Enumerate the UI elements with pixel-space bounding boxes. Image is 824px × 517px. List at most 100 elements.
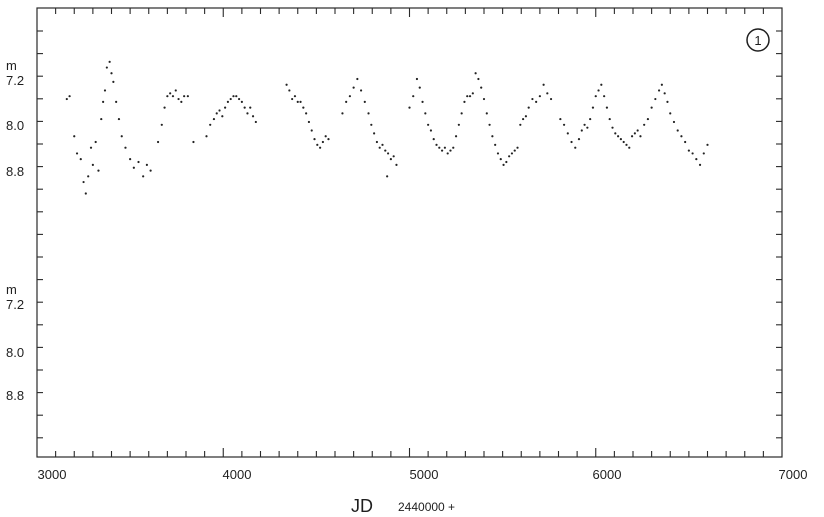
upper-data-point <box>163 106 166 109</box>
upper-data-point <box>639 135 642 138</box>
upper-data-point <box>160 123 163 126</box>
upper-data-point <box>370 123 373 126</box>
upper-data-point <box>421 100 424 103</box>
upper-data-point <box>611 126 614 129</box>
upper-data-point <box>474 72 477 75</box>
upper-data-point <box>494 143 497 146</box>
upper-data-point <box>408 106 411 109</box>
upper-data-point <box>505 160 508 164</box>
upper-data-point <box>137 160 140 164</box>
upper-data-point <box>209 123 212 126</box>
upper-data-point <box>415 77 419 81</box>
upper-data-point <box>589 117 592 121</box>
upper-data-point <box>510 152 514 155</box>
upper-data-point <box>619 138 622 141</box>
upper-data-point <box>446 152 449 155</box>
upper-y-unit: m <box>6 58 17 73</box>
upper-data-point <box>471 92 474 95</box>
lower-y-unit: m <box>6 282 17 297</box>
upper-data-point <box>625 143 628 146</box>
upper-data-point <box>110 72 113 75</box>
panel-badge-text: 1 <box>754 33 761 48</box>
upper-data-point <box>87 175 90 178</box>
upper-data-point <box>519 123 522 126</box>
upper-data-point <box>156 140 160 144</box>
upper-data-point <box>496 152 500 155</box>
upper-data-point <box>566 132 569 135</box>
upper-data-point <box>570 140 573 144</box>
upper-data-point <box>129 158 132 161</box>
upper-data-point <box>480 86 483 89</box>
upper-y-tick-label-2: 8.8 <box>6 164 24 179</box>
upper-data-point <box>307 120 311 124</box>
upper-data-point <box>321 140 324 144</box>
upper-data-point <box>508 155 511 158</box>
upper-data-point <box>145 163 148 166</box>
upper-data-point <box>630 135 634 138</box>
upper-data-point <box>293 95 297 98</box>
upper-data-point <box>531 97 534 101</box>
upper-data-point <box>89 146 93 149</box>
upper-data-point <box>240 100 243 103</box>
upper-data-point <box>522 117 525 121</box>
upper-data-point <box>356 77 359 81</box>
lower-y-tick-label-1: 8.0 <box>6 345 24 360</box>
upper-data-point <box>542 83 545 86</box>
upper-data-point <box>449 149 452 152</box>
upper-data-point <box>583 123 586 126</box>
upper-data-point <box>628 146 631 149</box>
upper-data-point <box>654 97 657 101</box>
upper-data-point <box>348 95 351 98</box>
upper-data-point <box>580 129 583 132</box>
upper-data-point <box>691 152 694 155</box>
bottom-axis-ticks <box>55 448 764 457</box>
upper-data-point <box>457 123 460 126</box>
upper-data-point <box>359 89 363 92</box>
upper-data-point <box>105 66 108 69</box>
upper-data-point <box>345 100 348 103</box>
upper-data-point <box>617 135 620 138</box>
upper-panel-y-labels: m 7.2 8.0 8.8 <box>6 58 24 179</box>
upper-data-point <box>117 117 121 121</box>
upper-data-point <box>102 100 105 103</box>
upper-data-point <box>698 163 702 166</box>
upper-data-point <box>108 60 111 63</box>
upper-data-point <box>288 89 291 92</box>
upper-data-point <box>608 117 611 121</box>
upper-data-point <box>215 112 218 115</box>
upper-data-point <box>432 138 435 141</box>
upper-data-point <box>218 109 221 112</box>
x-tick-label-7000: 7000 <box>779 467 808 482</box>
upper-data-point <box>666 100 669 103</box>
upper-data-point <box>527 106 530 109</box>
upper-data-point <box>687 149 690 152</box>
upper-data-point <box>513 149 516 152</box>
upper-data-point <box>546 92 549 95</box>
upper-data-point <box>183 95 186 98</box>
upper-data-point <box>524 115 528 118</box>
upper-data-point <box>549 97 553 101</box>
upper-data-point <box>702 152 705 155</box>
upper-data-point <box>177 97 180 101</box>
upper-data-point <box>232 95 235 98</box>
x-tick-label-4000: 4000 <box>223 467 252 482</box>
upper-data-point <box>676 129 679 132</box>
upper-data-point <box>562 123 566 126</box>
upper-data-point <box>559 117 562 121</box>
upper-data-point <box>84 192 87 195</box>
upper-data-point <box>166 95 169 98</box>
upper-data-point <box>443 146 446 149</box>
upper-data-point <box>212 117 216 121</box>
upper-data-point <box>454 135 458 138</box>
upper-data-point <box>103 89 107 92</box>
top-axis-ticks <box>55 8 764 17</box>
upper-data-point <box>622 140 625 144</box>
plot-frame-group <box>36 7 783 458</box>
upper-data-point <box>672 120 676 124</box>
upper-data-point <box>706 143 709 146</box>
upper-data-point <box>327 138 330 141</box>
upper-data-point <box>373 132 376 135</box>
upper-data-point <box>112 80 115 83</box>
upper-data-point <box>302 106 305 109</box>
upper-data-point <box>516 146 519 149</box>
